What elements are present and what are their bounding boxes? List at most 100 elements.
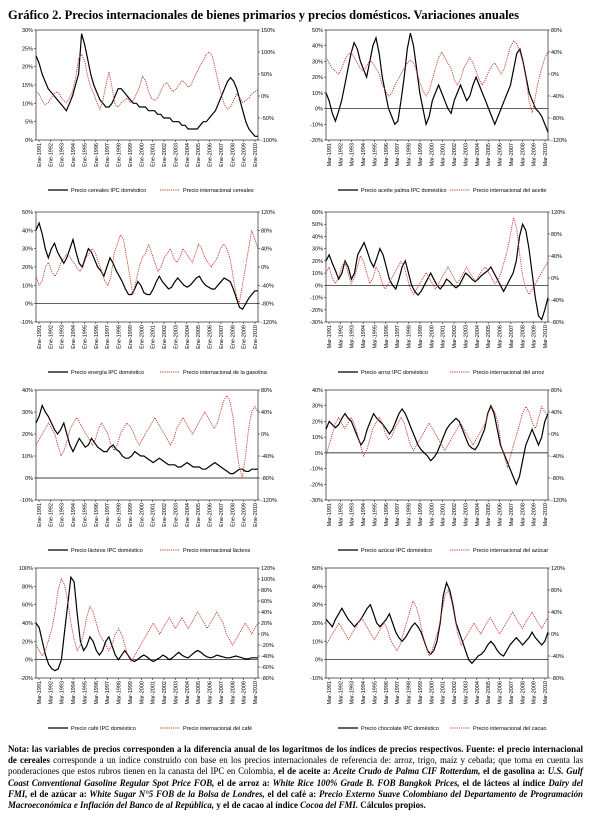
- chart-svg-cafe: 100% 80% 60% 40% 20% 0% -20% 120% 100% 80% 60% 40% 2…: [19, 566, 275, 732]
- right-tick-label: 120%: [261, 566, 275, 572]
- x-tick-label: Mar-2004: [475, 681, 481, 705]
- x-tick-label: Ene-2002: [162, 143, 168, 167]
- right-tick-label: 40%: [551, 50, 562, 56]
- x-tick-label: Ene-2003: [173, 325, 179, 349]
- left-tick-label: 15%: [22, 83, 33, 89]
- x-tick-label: Ene-1999: [128, 143, 134, 167]
- left-tick-label: 25%: [22, 46, 33, 52]
- x-tick-label: Mar-1991: [327, 143, 333, 167]
- note-azucar: el de azúcar a:: [27, 788, 87, 799]
- left-tick-label: 10%: [312, 435, 323, 441]
- x-tick-label: Mar-1992: [338, 503, 344, 527]
- x-tick-label: Mar-2000: [429, 143, 435, 167]
- left-tick-label: 10%: [312, 639, 323, 645]
- note-gasolina: el de gasolina a:: [480, 766, 545, 777]
- x-tick-label: Mar-2004: [475, 503, 481, 527]
- x-tick-label: Mar-1997: [105, 681, 111, 705]
- left-tick-label: 10%: [22, 101, 33, 107]
- left-tick-label: 10%: [312, 91, 323, 97]
- left-tick-label: 30%: [312, 247, 323, 253]
- left-tick-label: -30%: [310, 498, 323, 504]
- note-lacteos-src: Dairy del FMI,: [8, 777, 583, 799]
- legend-label-international: Precio internacional de la gasolina: [183, 370, 268, 376]
- right-tick-label: 40%: [261, 410, 272, 416]
- x-tick-label: Mar-2001: [441, 503, 447, 527]
- chart-arroz: 60% 50% 40% 30% 20% 10% 0% -10% -20% -30% 120% 80% 4…: [300, 206, 582, 391]
- left-tick-label: 40%: [312, 44, 323, 50]
- note-lacteos: el de lácteos al índice: [459, 777, 546, 788]
- chart-svg-lacteos: 40%30%20%10%0%-10%80%40%0%-40%-80%-120%E…: [20, 388, 277, 554]
- x-tick-label: Mar-1995: [372, 325, 378, 349]
- series-international-line: [35, 51, 259, 111]
- x-tick-label: Ene-2005: [196, 503, 202, 527]
- left-tick-label: -30%: [310, 320, 323, 326]
- left-tick-label: 30%: [22, 247, 33, 253]
- x-tick-label: Ene-2010: [253, 143, 259, 167]
- x-tick-label: Ene-2008: [230, 143, 236, 167]
- x-tick-label: Mar-2008: [230, 681, 236, 705]
- left-tick-label: 0%: [315, 107, 323, 113]
- x-tick-label: Ene-2007: [219, 143, 225, 167]
- left-tick-label: 20%: [312, 75, 323, 81]
- right-tick-label: -40%: [261, 454, 274, 460]
- legend-label-international: Precio internacional del azúcar: [473, 548, 548, 554]
- x-tick-label: Mar-1994: [71, 681, 77, 705]
- series-domestic-line: [35, 575, 258, 672]
- x-tick-label: Mar-2002: [452, 325, 458, 349]
- x-tick-label: Mar-2005: [486, 681, 492, 705]
- x-tick-label: Ene-2000: [139, 325, 145, 349]
- x-tick-label: Ene-2007: [219, 325, 225, 349]
- right-tick-label: 0%: [261, 265, 269, 271]
- x-tick-label: Ene-2006: [208, 143, 214, 167]
- x-tick-label: Mar-1994: [361, 503, 367, 527]
- x-tick-label: Ene-2007: [219, 503, 225, 527]
- chart-svg-arroz: 60% 50% 40% 30% 20% 10% 0% -10% -20% -30% 120% 80% 4…: [310, 210, 565, 376]
- x-tick-label: Ene-2004: [185, 325, 191, 349]
- x-tick-label: Ene-2000: [139, 143, 145, 167]
- x-tick-label: Ene-1998: [117, 325, 123, 349]
- left-tick-label: 0%: [25, 302, 33, 308]
- legend-label-domestic: Precio lácteos IPC doméstico: [71, 548, 143, 554]
- x-tick-label: Ene-2002: [162, 503, 168, 527]
- left-tick-label: 20%: [312, 419, 323, 425]
- left-tick-label: 10%: [22, 454, 33, 460]
- x-tick-label: Ene-1995: [82, 325, 88, 349]
- right-tick-label: 50%: [261, 72, 272, 78]
- right-tick-label: 0%: [261, 632, 269, 638]
- x-tick-label: Mar-2009: [532, 143, 538, 167]
- left-tick-label: 20%: [22, 265, 33, 271]
- x-tick-label: Mar-1998: [117, 681, 123, 705]
- x-tick-label: Mar-1996: [384, 681, 390, 705]
- note-calculos: Cálculos propios.: [358, 800, 426, 811]
- left-tick-label: -20%: [310, 138, 323, 144]
- x-tick-label: Ene-1993: [60, 143, 66, 167]
- x-tick-label: Mar-2001: [441, 143, 447, 167]
- right-tick-label: 60%: [261, 599, 272, 605]
- x-tick-label: Mar-2001: [441, 325, 447, 349]
- right-tick-label: -120%: [261, 498, 277, 504]
- x-tick-label: Mar-1999: [418, 681, 424, 705]
- left-tick-label: 100%: [19, 566, 33, 572]
- left-tick-label: -10%: [20, 498, 33, 504]
- left-tick-label: 40%: [312, 388, 323, 394]
- x-tick-label: Ene-1998: [117, 503, 123, 527]
- chart-svg-aceite: 50% 40% 30% 20% 10% 0% -10% -20% 80% 40% 0% -40% -80…: [310, 28, 567, 194]
- x-tick-label: Ene-1996: [94, 503, 100, 527]
- left-tick-label: 30%: [22, 28, 33, 34]
- x-tick-label: Ene-2009: [242, 143, 248, 167]
- x-tick-label: Mar-1995: [82, 681, 88, 705]
- right-tick-label: -80%: [261, 476, 274, 482]
- x-tick-label: Mar-2007: [219, 681, 225, 705]
- x-tick-label: Mar-2000: [139, 681, 145, 705]
- x-tick-label: Ene-2002: [162, 325, 168, 349]
- right-tick-label: 80%: [551, 588, 562, 594]
- x-tick-label: Mar-2006: [498, 325, 504, 349]
- left-tick-label: 10%: [22, 283, 33, 289]
- left-tick-label: 30%: [22, 410, 33, 416]
- x-tick-label: Ene-1991: [37, 325, 43, 349]
- x-tick-label: Mar-2007: [509, 681, 515, 705]
- legend-label-domestic: Precio azúcar IPC doméstico: [361, 548, 432, 554]
- legend-label-international: Precio internacional del café: [183, 726, 252, 732]
- series-domestic-line: [325, 32, 549, 133]
- x-tick-label: Ene-1994: [71, 503, 77, 527]
